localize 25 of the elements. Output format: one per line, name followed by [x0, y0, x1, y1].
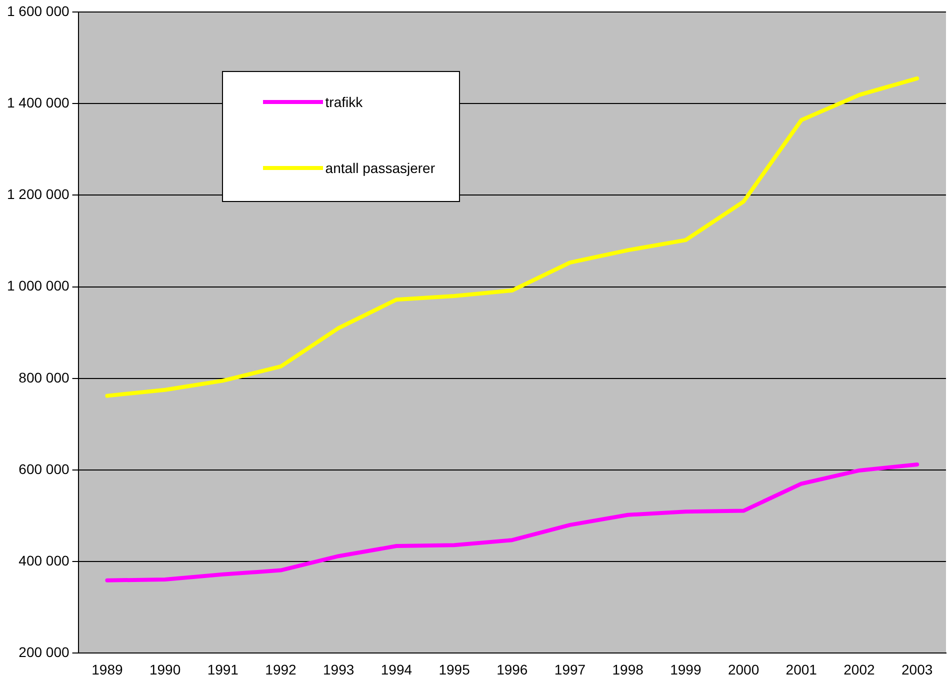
x-tick-label: 1993 — [323, 661, 354, 678]
x-tick-label: 1997 — [554, 661, 586, 678]
y-tick-label: 1 200 000 — [6, 186, 70, 202]
x-tick-label: 1995 — [438, 661, 470, 678]
y-tick-label: 1 600 000 — [6, 2, 70, 19]
legend-label: antall passasjerer — [325, 160, 436, 176]
x-tick-label: 1990 — [149, 661, 181, 678]
y-tick-label: 1 000 000 — [6, 278, 70, 294]
x-tick-label: 1992 — [265, 661, 297, 678]
x-tick-label: 2001 — [786, 661, 818, 678]
y-tick-label: 1 400 000 — [6, 94, 70, 110]
legend-label: trafikk — [325, 94, 363, 110]
y-tick-label: 800 000 — [18, 369, 70, 386]
x-tick-label: 1998 — [612, 661, 644, 678]
x-tick-label: 2003 — [902, 661, 933, 678]
x-tick-label: 1996 — [496, 661, 528, 678]
x-tick-label: 1991 — [207, 661, 239, 678]
x-tick-label: 1994 — [380, 661, 412, 678]
y-tick-label: 200 000 — [18, 644, 70, 660]
y-tick-label: 400 000 — [18, 552, 70, 568]
x-tick-label: 1989 — [92, 661, 123, 678]
y-tick-label: 600 000 — [18, 460, 70, 477]
x-tick-label: 2000 — [728, 661, 760, 678]
x-tick-label: 1999 — [670, 661, 702, 678]
x-tick-label: 2002 — [844, 661, 876, 678]
